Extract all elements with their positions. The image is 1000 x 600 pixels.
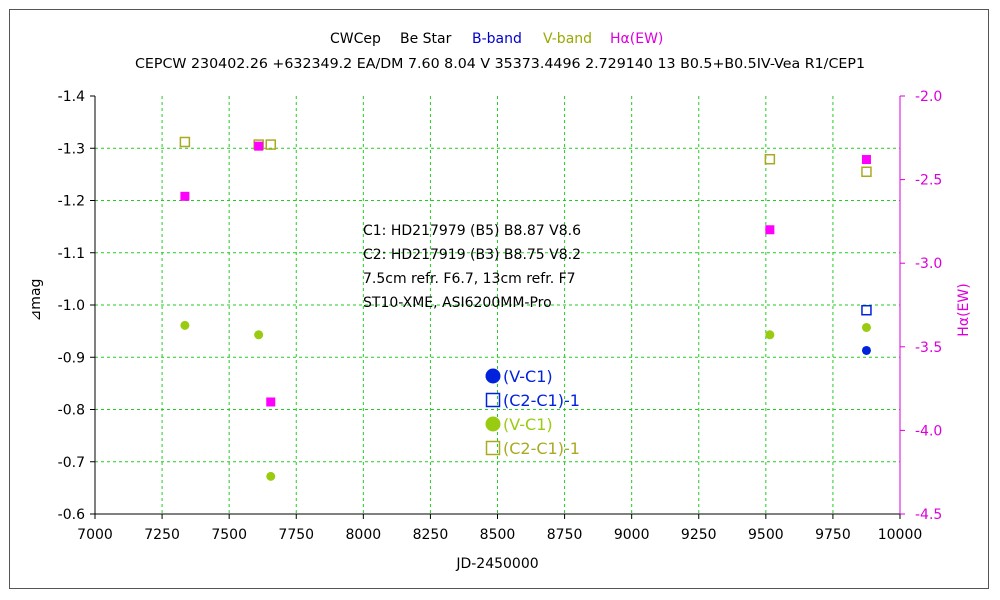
x-tick-label: 8500 [480, 527, 516, 543]
legend-label: (C2-C1)-1 [503, 439, 580, 458]
y2-tick-label: -4.0 [915, 423, 942, 439]
y-tick-label: -1.1 [58, 246, 85, 262]
y-tick-label: -1.0 [58, 298, 85, 314]
y-tick-label: -1.2 [58, 194, 85, 210]
y2-tick-label: -2.0 [915, 89, 942, 105]
y-axis-label: ⊿mag [28, 279, 44, 322]
data-point [765, 330, 775, 340]
legend-label: (V-C1) [503, 367, 553, 386]
y2-tick-label: -3.0 [915, 256, 942, 272]
data-point [765, 225, 775, 235]
legend-marker [485, 392, 501, 408]
data-point [254, 141, 264, 151]
annotation-note: C2: HD217919 (B3) B8.75 V8.2 [363, 247, 581, 263]
y-tick-label: -1.3 [58, 141, 85, 157]
x-axis-label: JD-2450000 [455, 556, 538, 572]
y2-tick-label: -4.5 [915, 507, 942, 523]
data-point [266, 471, 276, 481]
x-tick-label: 7500 [211, 527, 247, 543]
y2-axis-label: Hα(EW) [956, 283, 972, 336]
x-tick-label: 8250 [413, 527, 449, 543]
data-point [180, 191, 190, 201]
legend-label: (V-C1) [503, 415, 553, 434]
chart-title-part: CWCep [330, 31, 381, 47]
x-tick-label: 9250 [681, 527, 717, 543]
data-point [764, 153, 776, 165]
y2-tick-label: -2.5 [915, 173, 942, 189]
legend-label: (C2-C1)-1 [503, 391, 580, 410]
data-point [861, 155, 871, 165]
data-point [861, 166, 872, 178]
x-tick-label: 7250 [144, 527, 180, 543]
annotation-note: ST10-XME, ASI6200MM-Pro [363, 295, 552, 311]
y-tick-label: -0.9 [58, 350, 85, 366]
y2-tick-label: -3.5 [915, 340, 942, 356]
data-point [179, 136, 191, 148]
data-point [266, 397, 276, 407]
data-point [861, 304, 872, 316]
y-tick-label: -0.6 [58, 507, 85, 523]
chart-title-part: B-band [472, 31, 522, 47]
data-point [265, 139, 277, 150]
y-tick-label: -1.4 [58, 89, 85, 105]
legend-marker [485, 440, 501, 456]
legend-marker [485, 416, 501, 432]
x-tick-label: 8000 [346, 527, 382, 543]
annotation-note: C1: HD217979 (B5) B8.87 V8.6 [363, 223, 581, 239]
x-tick-label: 10000 [878, 527, 923, 543]
data-point [861, 345, 871, 355]
chart-title-part: Be Star [400, 31, 452, 47]
annotation-note: 7.5cm refr. F6.7, 13cm refr. F7 [363, 271, 576, 287]
chart-subtitle: CEPCW 230402.26 +632349.2 EA/DM 7.60 8.0… [135, 57, 865, 72]
x-tick-label: 9750 [815, 527, 851, 543]
data-point [861, 322, 871, 332]
chart-title-part: Hα(EW) [610, 31, 663, 47]
x-tick-label: 7750 [278, 527, 314, 543]
x-tick-label: 9500 [748, 527, 784, 543]
x-tick-label: 7000 [77, 527, 113, 543]
data-point [254, 330, 264, 340]
chart-title-part: V-band [543, 31, 592, 47]
data-point [180, 320, 190, 330]
x-tick-label: 9000 [614, 527, 650, 543]
chart-frame [9, 9, 989, 589]
y-tick-label: -0.8 [58, 403, 85, 419]
legend-marker [485, 368, 501, 384]
x-tick-label: 8750 [547, 527, 583, 543]
y-tick-label: -0.7 [58, 455, 85, 471]
